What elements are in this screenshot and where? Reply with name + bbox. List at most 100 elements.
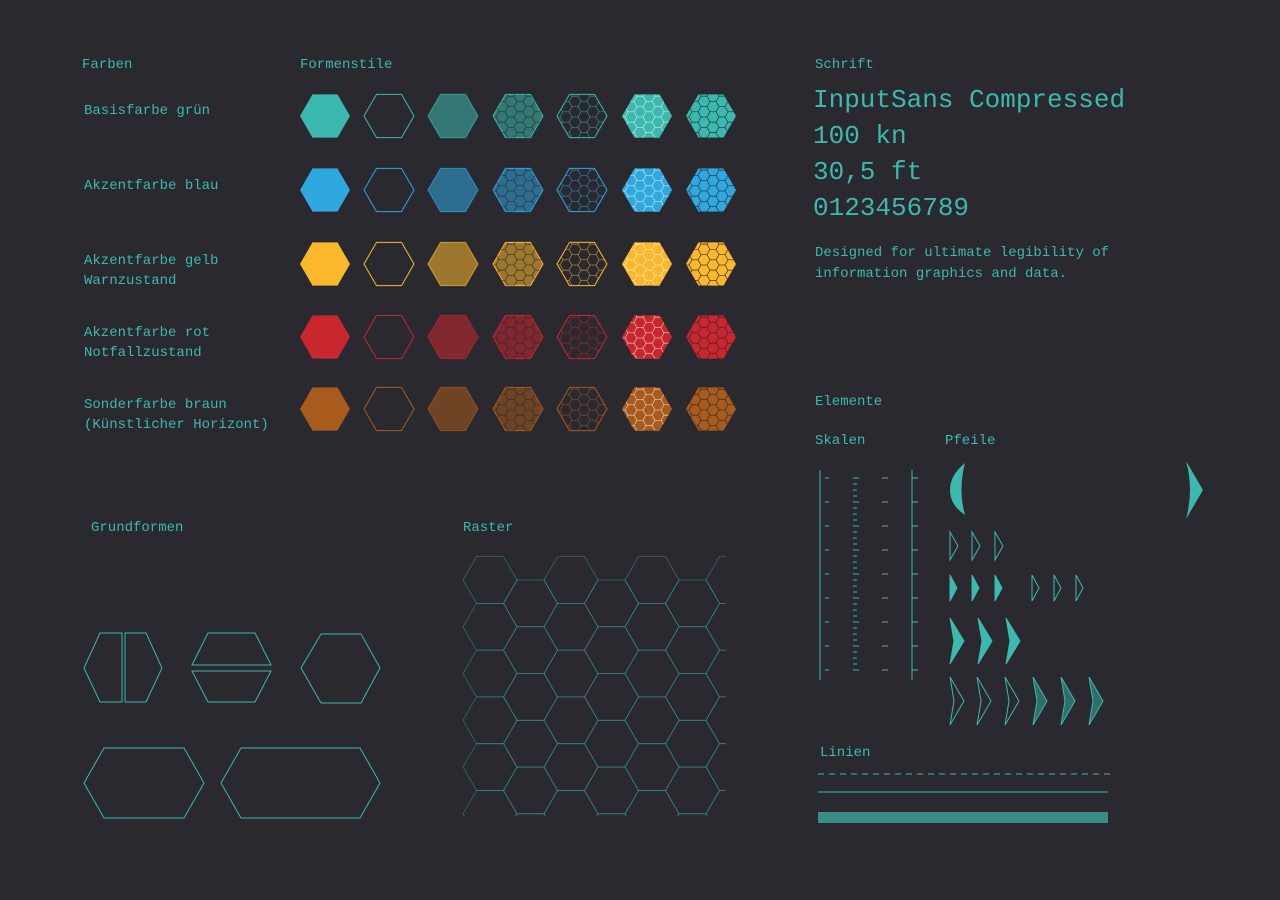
cell — [577, 100, 591, 113]
cell — [660, 185, 672, 197]
cell — [522, 94, 536, 97]
cell — [633, 243, 647, 255]
cell — [568, 116, 582, 128]
hex-style — [363, 241, 415, 287]
cell — [651, 254, 665, 266]
lines — [818, 773, 1110, 823]
cell — [651, 190, 665, 202]
hexagon — [622, 242, 672, 286]
font-sample: InputSans Compressed — [813, 85, 1125, 115]
cell — [633, 264, 647, 276]
cell — [462, 696, 518, 745]
arrow — [1186, 461, 1203, 519]
cell — [522, 190, 536, 202]
cell — [513, 425, 527, 431]
cell — [584, 766, 639, 815]
cell — [495, 404, 509, 416]
cell — [493, 190, 500, 202]
hex-style — [686, 242, 736, 286]
hexagon — [556, 241, 608, 287]
color-label: Warnzustand — [84, 273, 176, 289]
cell — [586, 327, 600, 339]
arrow — [1032, 676, 1048, 726]
cell — [493, 254, 500, 266]
cell — [660, 332, 672, 344]
hexagon — [556, 386, 608, 432]
cell — [586, 387, 600, 390]
cell — [495, 111, 509, 123]
cell — [493, 116, 500, 128]
cell — [504, 316, 518, 328]
cell — [633, 242, 647, 245]
cell — [495, 185, 509, 197]
cell — [577, 387, 591, 395]
cell — [504, 337, 518, 349]
section-title: Formenstile — [300, 57, 392, 73]
cell — [705, 602, 726, 651]
cell — [642, 259, 656, 271]
cell — [504, 399, 518, 411]
cell — [504, 419, 518, 431]
cell — [504, 95, 518, 107]
cell — [642, 185, 656, 197]
cell — [705, 743, 726, 791]
cell — [651, 315, 665, 318]
cell — [504, 180, 518, 192]
cell — [568, 315, 582, 318]
cell — [651, 409, 665, 421]
cell — [513, 195, 527, 207]
cell — [595, 259, 607, 271]
cell — [513, 100, 527, 113]
cell — [586, 180, 600, 192]
cell — [568, 337, 582, 349]
cell — [531, 332, 543, 344]
cell — [705, 696, 726, 745]
cell — [557, 254, 564, 266]
cell — [642, 280, 656, 286]
cell — [633, 95, 647, 107]
color-label: Basisfarbe grün — [84, 103, 210, 119]
cell — [622, 327, 629, 339]
hexagon — [556, 167, 608, 213]
cell — [568, 95, 582, 107]
cell — [543, 649, 599, 698]
cell — [651, 399, 665, 411]
cell — [568, 190, 582, 202]
cell — [577, 393, 591, 406]
cell — [493, 264, 500, 276]
cell — [513, 259, 527, 271]
color-label: (Künstlicher Horizont) — [84, 417, 269, 433]
cell — [633, 274, 647, 286]
cell — [633, 106, 647, 118]
cell — [462, 649, 518, 698]
cell — [651, 264, 665, 276]
cell — [568, 264, 582, 276]
cell — [633, 116, 647, 128]
cell — [493, 409, 500, 421]
cell — [522, 315, 536, 318]
cell — [504, 264, 518, 276]
half-hex — [191, 670, 272, 703]
cell — [577, 269, 591, 281]
arrow-set — [949, 530, 1104, 726]
half-hex — [124, 632, 163, 703]
cell — [543, 696, 599, 745]
cell — [513, 185, 527, 197]
cell — [642, 111, 656, 123]
subsection-title: Linien — [820, 745, 870, 761]
cell — [513, 414, 527, 426]
cell — [633, 315, 647, 318]
cell — [568, 169, 582, 181]
cell — [493, 180, 500, 192]
hex-style — [427, 93, 479, 139]
cell — [642, 269, 656, 281]
cell — [642, 174, 656, 187]
cell — [522, 264, 536, 276]
cell — [706, 132, 720, 138]
cell — [633, 327, 647, 339]
arrow — [1053, 574, 1062, 602]
arrow — [949, 617, 965, 665]
cell — [584, 626, 639, 674]
cell — [559, 185, 573, 197]
